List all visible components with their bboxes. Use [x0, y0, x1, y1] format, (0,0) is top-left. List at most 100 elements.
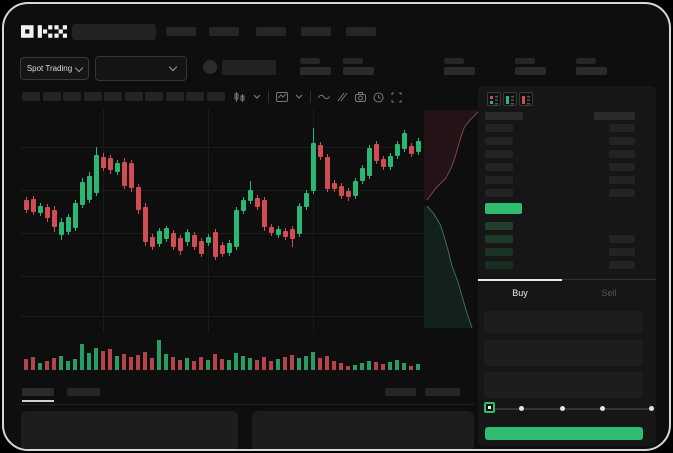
candle-body	[311, 143, 316, 191]
timeframe-button[interactable]	[124, 92, 143, 101]
candle-body	[416, 141, 421, 152]
volume-bar	[409, 366, 413, 370]
pair-selector-dropdown[interactable]	[95, 56, 187, 81]
timeframe-button[interactable]	[83, 92, 102, 101]
slider-stop-100[interactable]	[649, 406, 654, 411]
chart-toolbar-icons	[234, 91, 402, 103]
bid-price-placeholder	[485, 248, 513, 256]
bid-price-placeholder	[485, 261, 513, 269]
total-input-placeholder[interactable]	[484, 372, 643, 398]
volume-bar	[220, 359, 224, 370]
candle-body	[206, 237, 211, 243]
volume-bar	[24, 359, 28, 370]
timeframe-button[interactable]	[42, 92, 61, 101]
okx-logo-icon	[21, 25, 67, 38]
timeframe-button[interactable]	[145, 92, 163, 101]
ask-price-placeholder	[485, 176, 513, 184]
bottom-tab-active[interactable]	[22, 388, 54, 396]
slider-stop-75[interactable]	[600, 406, 605, 411]
indicator-icon[interactable]	[276, 92, 288, 102]
slider-stop-50[interactable]	[560, 406, 565, 411]
line-tool-icon[interactable]	[318, 93, 330, 101]
book-combined-icon[interactable]	[487, 92, 501, 106]
book-bids-icon[interactable]	[503, 92, 517, 106]
timeframe-button[interactable]	[165, 92, 184, 101]
market-type-selector[interactable]: Spot Trading	[20, 57, 89, 80]
bid-price-placeholder	[485, 222, 513, 230]
okx-logo[interactable]	[21, 25, 67, 43]
candle-body	[108, 158, 113, 170]
amount-input-placeholder[interactable]	[484, 340, 643, 366]
stat-value-placeholder	[444, 67, 475, 75]
last-price-badge[interactable]	[485, 203, 522, 214]
volume-bar	[171, 357, 175, 370]
book-asks-icon[interactable]	[519, 92, 533, 106]
candle-body	[94, 155, 99, 193]
volume-bar	[388, 362, 392, 370]
clock-icon[interactable]	[373, 92, 384, 103]
gridline	[20, 316, 425, 317]
amount-slider-track[interactable]	[490, 408, 654, 410]
order-history-panel	[252, 411, 474, 449]
volume-bar	[360, 363, 364, 370]
candle-body	[248, 190, 253, 201]
volume-bar	[136, 355, 140, 370]
bid-amount-placeholder	[609, 261, 635, 269]
timeframe-button[interactable]	[104, 92, 122, 101]
ask-price-placeholder	[485, 137, 513, 145]
volume-bar	[150, 358, 154, 370]
buy-tab-active-indicator	[478, 279, 562, 281]
timeframe-button[interactable]	[186, 92, 204, 101]
nav-item-2[interactable]	[209, 27, 239, 36]
candle-body	[199, 241, 204, 254]
nav-item-3[interactable]	[256, 27, 286, 36]
search-bar-placeholder[interactable]	[72, 24, 156, 40]
candlestick-chart[interactable]	[20, 108, 425, 333]
nav-item-4[interactable]	[301, 27, 331, 36]
volume-bar	[66, 361, 70, 370]
buy-tab-label: Buy	[512, 288, 528, 298]
volume-bar	[108, 349, 112, 370]
timeframe-button[interactable]	[206, 92, 225, 101]
bottom-action-2[interactable]	[425, 388, 460, 396]
volume-bar	[206, 360, 210, 370]
bottom-tab-2[interactable]	[67, 388, 100, 396]
nav-item-5[interactable]	[346, 27, 376, 36]
submit-buy-button[interactable]	[485, 427, 643, 440]
draw-lines-icon[interactable]	[337, 92, 348, 102]
candle-body	[45, 207, 50, 218]
price-input-placeholder[interactable]	[484, 311, 643, 333]
candle-body	[157, 231, 162, 244]
timeframe-button[interactable]	[22, 92, 40, 101]
volume-bar	[255, 360, 259, 370]
volume-bar	[297, 358, 301, 370]
fullscreen-icon[interactable]	[391, 92, 402, 103]
stat-label-placeholder	[444, 58, 464, 64]
chevron-down-icon	[168, 62, 178, 72]
bottom-action-1[interactable]	[385, 388, 416, 396]
candle-body	[59, 222, 64, 235]
chevron-down-icon[interactable]	[253, 94, 261, 100]
candle-body	[276, 229, 281, 235]
tab-buy[interactable]: Buy	[478, 282, 562, 304]
timeframe-button[interactable]	[63, 92, 81, 101]
candle-body	[374, 144, 379, 161]
tab-sell[interactable]: Sell	[562, 282, 656, 304]
volume-bar	[115, 356, 119, 370]
candle-body	[150, 237, 155, 247]
volume-bar	[52, 358, 56, 370]
chevron-down-icon[interactable]	[295, 94, 303, 100]
candle-body	[24, 200, 29, 210]
nav-item-1[interactable]	[166, 27, 196, 36]
volume-bar	[31, 357, 35, 370]
candle-body	[395, 144, 400, 156]
volume-bar	[311, 352, 315, 370]
candle-style-icon[interactable]	[234, 91, 246, 103]
camera-icon[interactable]	[355, 92, 366, 102]
slider-handle[interactable]	[484, 402, 495, 413]
candle-body	[178, 238, 183, 251]
candle-body	[353, 181, 358, 196]
slider-stop-25[interactable]	[519, 406, 524, 411]
